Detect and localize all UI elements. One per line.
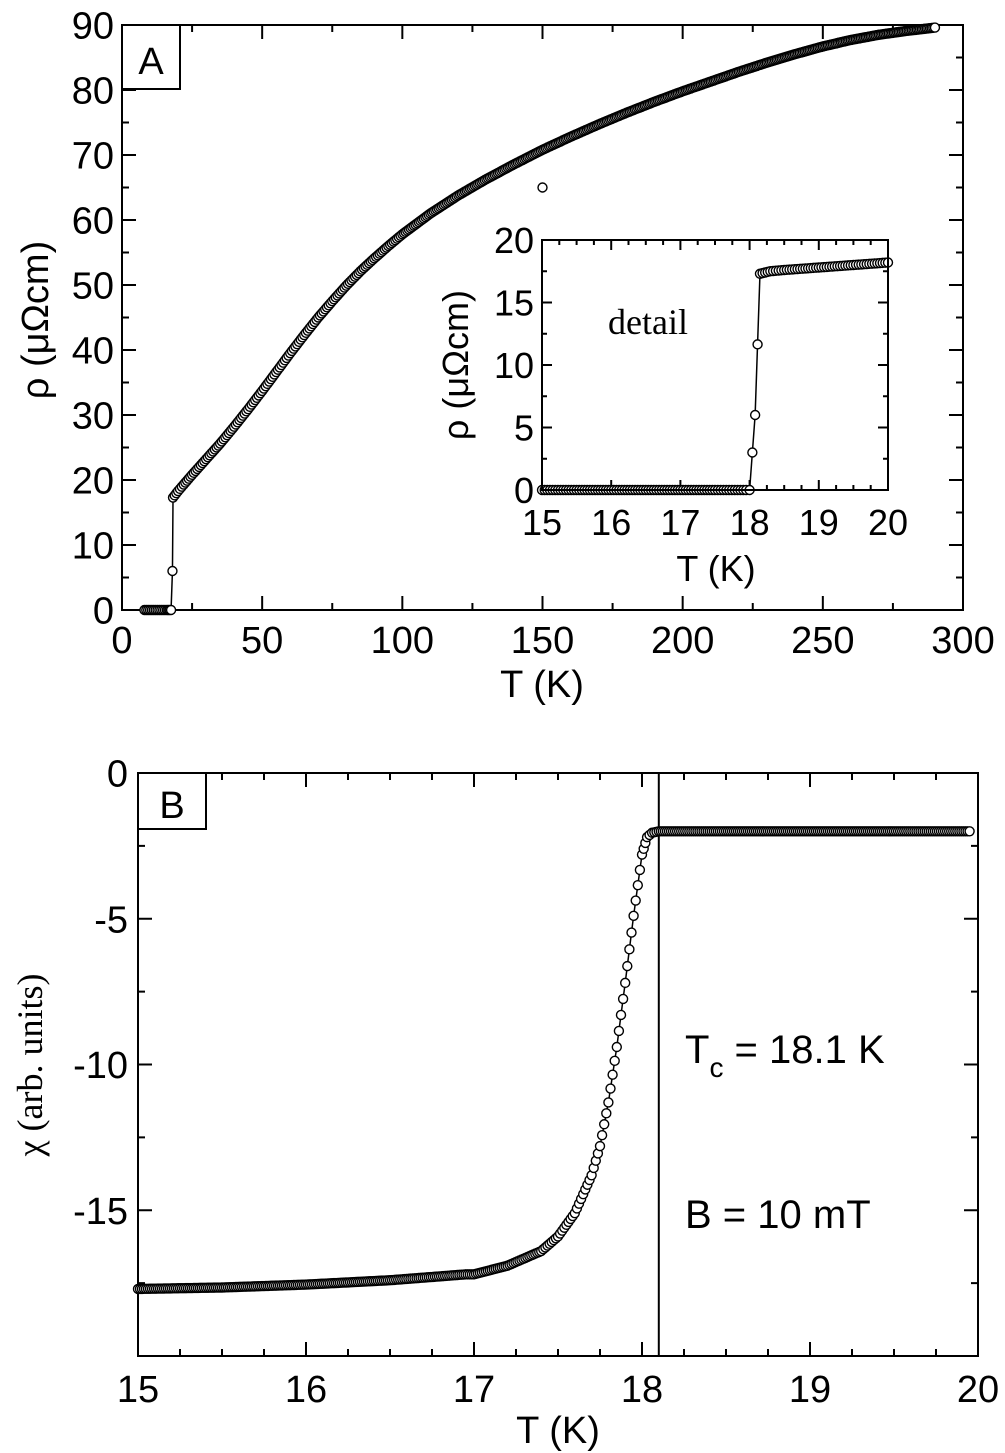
data-point [752, 339, 763, 350]
inset-background [542, 240, 888, 490]
tc-symbol: T [685, 1028, 709, 1072]
data-point [599, 1119, 610, 1130]
data-point [594, 1140, 606, 1152]
data-point [537, 182, 548, 193]
inset-frame [541, 239, 889, 491]
data-point [596, 1129, 608, 1141]
inset-annotation: detail [608, 302, 688, 342]
data-point [749, 409, 761, 421]
x-tick-label: 15 [117, 1369, 159, 1411]
panel-b: 15 16 17 18 19 20 0 -5 -10 -15 B Tc = 18.1 K B = … [10, 754, 999, 1452]
y-tick-label: 10 [494, 345, 534, 386]
y-tick-label: 0 [107, 754, 128, 796]
y-tick-label: 40 [72, 331, 114, 373]
inset-tick-labels: 15 16 17 18 19 20 0 5 10 15 20 [494, 220, 908, 543]
data-point [603, 1097, 614, 1108]
panel-b-ylabel: χ (arb. units) [10, 974, 50, 1158]
x-tick-label: 20 [957, 1369, 999, 1411]
x-tick-label: 17 [453, 1369, 495, 1411]
panel-b-marks [132, 826, 975, 1295]
data-point [611, 1041, 622, 1053]
y-tick-label: 10 [72, 526, 114, 568]
x-tick-label: 100 [371, 620, 434, 662]
data-point [634, 864, 646, 876]
inset-xlabel: T (K) [676, 548, 755, 589]
x-tick-label: 150 [511, 620, 574, 662]
data-point [165, 604, 177, 616]
data-point [626, 927, 637, 938]
data-point [620, 977, 631, 989]
y-tick-label: 20 [72, 461, 114, 503]
y-tick-label: 80 [72, 71, 114, 113]
y-tick-label: 0 [514, 470, 534, 511]
tc-value: = 18.1 K [723, 1028, 885, 1072]
data-point [605, 1083, 616, 1094]
data-point [622, 960, 633, 972]
x-tick-label: 19 [789, 1369, 831, 1411]
y-tick-label: 20 [494, 220, 534, 261]
data-point [630, 895, 641, 906]
x-tick-label: 19 [799, 502, 839, 543]
x-tick-label: 15 [522, 502, 562, 543]
y-tick-label: 60 [72, 201, 114, 243]
data-point [609, 1055, 620, 1067]
data-point [617, 993, 629, 1005]
field-annotation: B = 10 mT [685, 1193, 871, 1237]
tc-annotation: Tc = 18.1 K [685, 1028, 885, 1083]
panel-b-ticks [137, 772, 979, 1357]
y-tick-label: 90 [72, 6, 114, 48]
data-point [632, 880, 643, 891]
y-tick-label: 30 [72, 396, 114, 438]
panel-a-marks [139, 22, 941, 616]
data-point [747, 447, 758, 458]
x-tick-label: 300 [931, 620, 994, 662]
data-point [929, 22, 941, 33]
data-point [624, 944, 635, 955]
panel-b-tick-labels: 15 16 17 18 19 20 0 -5 -10 -15 [73, 754, 999, 1411]
panel-b-xlabel: T (K) [516, 1410, 600, 1452]
x-tick-label: 200 [651, 620, 714, 662]
x-tick-label: 16 [591, 502, 631, 543]
data-point [613, 1025, 625, 1037]
y-tick-label: 15 [494, 282, 534, 323]
data-point [601, 1108, 612, 1119]
y-tick-label: 70 [72, 136, 114, 178]
y-tick-label: -10 [73, 1045, 128, 1087]
x-tick-label: 18 [621, 1369, 663, 1411]
y-tick-label: -15 [73, 1191, 128, 1233]
x-tick-label: 17 [660, 502, 700, 543]
x-tick-label: 50 [241, 620, 283, 662]
y-tick-label: 0 [93, 591, 114, 633]
y-tick-label: 5 [514, 407, 534, 448]
inset-marks [536, 257, 894, 496]
data-point [607, 1069, 618, 1080]
data-point [167, 565, 178, 577]
x-tick-label: 250 [791, 620, 854, 662]
data-point [628, 910, 639, 922]
y-tick-label: 50 [72, 266, 114, 308]
x-tick-label: 16 [285, 1369, 327, 1411]
panel-a-xlabel: T (K) [500, 664, 584, 706]
panel-b-label: B [159, 785, 184, 827]
panel-b-label-box [137, 772, 207, 830]
panel-a-ylabel: ρ (μΩcm) [15, 241, 57, 399]
panel-a-label-box [121, 24, 181, 90]
x-tick-label: 20 [868, 502, 908, 543]
tc-subscript: c [709, 1052, 723, 1083]
x-tick-label: 18 [730, 502, 770, 543]
inset-ylabel: ρ (μΩcm) [435, 290, 476, 440]
x-tick-label: 0 [111, 620, 132, 662]
panel-a-label: A [138, 41, 164, 83]
data-point [964, 826, 975, 837]
y-tick-label: -5 [94, 899, 128, 941]
data-point [615, 1009, 627, 1021]
panel-a-inset: 15 16 17 18 19 20 0 5 10 15 20 detail T (K) ρ (μΩc… [435, 220, 908, 589]
